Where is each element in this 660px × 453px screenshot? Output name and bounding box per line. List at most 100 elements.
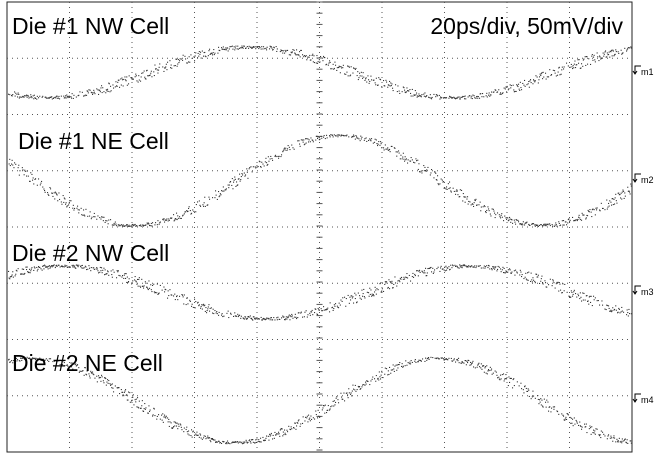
trace-point: [486, 265, 488, 267]
trace-point: [98, 89, 100, 91]
trace-point: [270, 434, 272, 436]
trace-point: [179, 423, 181, 425]
trace-point: [588, 303, 590, 305]
trace-point: [444, 358, 446, 360]
trace-point: [210, 52, 212, 54]
trace-point: [327, 307, 329, 309]
trace-point: [222, 440, 224, 442]
trace-point: [54, 191, 56, 193]
trace-point: [506, 218, 508, 220]
trace-point: [534, 224, 536, 226]
trace-point: [241, 173, 243, 175]
trace-point: [107, 90, 109, 92]
trace-point: [563, 419, 565, 421]
trace-point: [590, 433, 592, 435]
trace-point: [66, 364, 68, 366]
trace-point: [392, 287, 394, 289]
trace-point: [238, 178, 240, 180]
trace-point: [504, 215, 506, 217]
trace-point: [472, 94, 474, 96]
trace-point: [18, 97, 20, 99]
trace-point: [153, 407, 155, 409]
trace-point: [225, 47, 227, 49]
trace-point: [600, 437, 602, 439]
trace-point: [439, 270, 441, 272]
trace-point: [507, 269, 509, 271]
trace-point: [20, 357, 22, 359]
trace-point: [449, 95, 451, 97]
trace-point: [246, 442, 248, 444]
trace-point: [488, 265, 490, 267]
trace-point: [8, 277, 10, 279]
trace-point: [609, 437, 611, 439]
trace-point: [285, 434, 287, 436]
trace-point: [410, 95, 412, 97]
trace-point: [511, 219, 513, 221]
trace-point: [561, 292, 563, 294]
trace-point: [56, 95, 58, 97]
trace-point: [60, 201, 62, 203]
trace-label: Die #2 NE Cell: [12, 350, 163, 376]
trace-point: [500, 268, 502, 270]
trace-point: [159, 221, 161, 223]
trace-point: [104, 377, 106, 379]
trace-point: [456, 189, 458, 191]
trace-point: [66, 206, 68, 208]
trace-point: [390, 281, 392, 283]
trace-point: [419, 171, 421, 173]
trace-point: [11, 360, 13, 362]
trace-point: [151, 225, 153, 227]
trace-point: [248, 168, 250, 170]
trace-point: [128, 224, 130, 226]
trace-point: [15, 358, 17, 360]
trace-point: [183, 427, 185, 429]
trace-point: [149, 410, 151, 412]
trace-point: [50, 188, 52, 190]
trace-point: [536, 224, 538, 226]
trace-point: [435, 96, 437, 98]
trace-point: [565, 416, 567, 418]
trace-point: [595, 207, 597, 209]
trace-point: [181, 294, 183, 296]
trace-point: [617, 440, 619, 442]
trace-point: [341, 134, 343, 136]
trace-point: [162, 66, 164, 68]
trace-point: [549, 278, 551, 280]
trace-point: [346, 71, 348, 73]
trace-point: [153, 283, 155, 285]
trace-point: [623, 311, 625, 313]
trace-point: [296, 422, 298, 424]
trace-point: [149, 287, 151, 289]
trace-point: [331, 307, 333, 309]
trace-point: [136, 283, 138, 285]
trace-point: [404, 278, 406, 280]
trace-point: [16, 93, 18, 95]
trace-point: [526, 390, 528, 392]
trace-point: [164, 67, 166, 69]
trace-point: [479, 201, 481, 203]
trace-point: [212, 308, 214, 310]
trace-point: [234, 47, 236, 49]
trace-point: [329, 302, 331, 304]
trace-point: [144, 78, 146, 80]
trace-point: [240, 47, 242, 49]
trace-point: [15, 163, 17, 165]
trace-point: [158, 292, 160, 294]
trace-point: [112, 387, 114, 389]
trace-point: [230, 46, 232, 48]
trace-point: [142, 410, 144, 412]
trace-point: [248, 47, 250, 49]
trace-point: [455, 98, 457, 100]
trace-point: [178, 62, 180, 64]
trace-point: [469, 364, 471, 366]
trace-point: [529, 80, 531, 82]
trace-point: [602, 207, 604, 209]
trace-point: [506, 378, 508, 380]
trace-point: [122, 79, 124, 81]
trace-point: [605, 50, 607, 52]
trace-point: [398, 364, 400, 366]
trace-point: [375, 139, 377, 141]
trace-point: [582, 59, 584, 61]
trace-point: [295, 428, 297, 430]
